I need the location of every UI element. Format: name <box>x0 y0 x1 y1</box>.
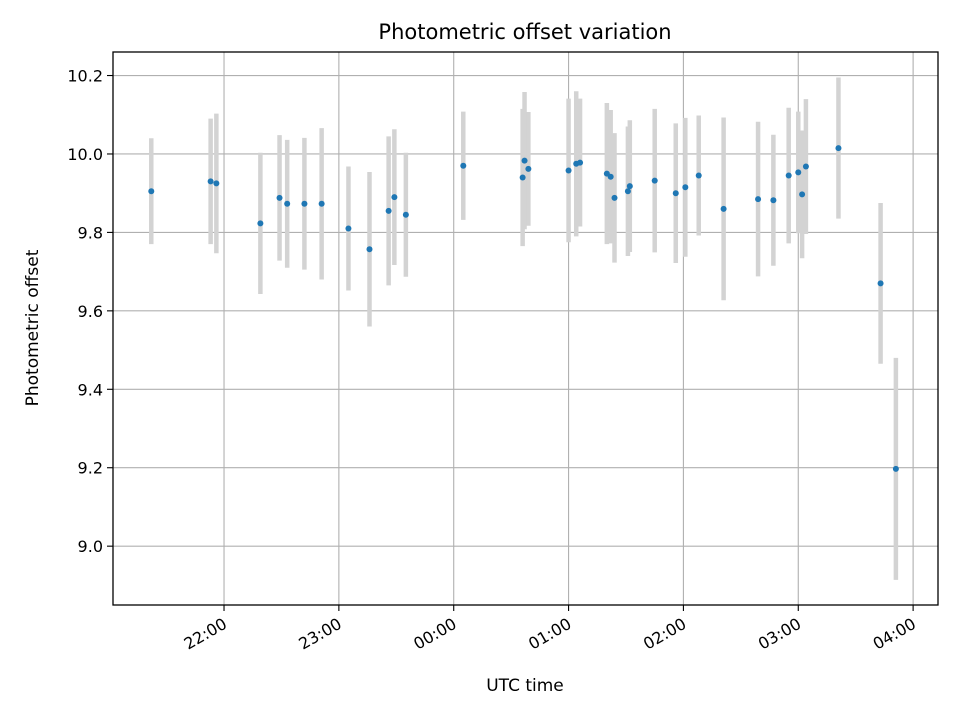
errorbars <box>149 77 899 580</box>
data-point <box>611 194 618 201</box>
x-tick-label: 01:00 <box>525 614 574 654</box>
y-tick-label: 9.0 <box>78 537 103 556</box>
x-tick-label: 04:00 <box>870 614 919 654</box>
y-tick-label: 10.0 <box>67 145 103 164</box>
y-tick-label: 9.8 <box>78 223 103 242</box>
data-point <box>626 183 633 190</box>
data-point <box>802 163 809 170</box>
data-point <box>785 172 792 179</box>
y-tick-label: 9.6 <box>78 302 103 321</box>
data-point <box>624 188 631 195</box>
y-tick-label: 9.2 <box>78 459 103 478</box>
data-point <box>366 246 373 253</box>
data-point <box>276 194 283 201</box>
x-tick-label: 22:00 <box>181 614 230 654</box>
x-tick-label: 00:00 <box>410 614 459 654</box>
x-tick-label: 23:00 <box>295 614 344 654</box>
x-axis-label: UTC time <box>486 676 564 696</box>
data-point <box>651 177 658 184</box>
data-point <box>720 205 727 212</box>
data-point <box>565 167 572 174</box>
data-point <box>795 169 802 176</box>
data-point <box>519 174 526 181</box>
y-tick-label: 9.4 <box>78 380 103 399</box>
ticks: 22:00 23:00 00:00 01:00 02:00 03:00 04:00 9.0 9.… <box>67 67 919 654</box>
data-point <box>391 194 398 201</box>
plot-frame <box>112 51 939 606</box>
data-point <box>607 173 614 180</box>
data-point <box>402 211 409 218</box>
data-point <box>148 188 155 195</box>
data-point <box>318 200 325 207</box>
data-point <box>257 220 264 227</box>
data-point <box>877 280 884 287</box>
y-axis-label: Photometric offset <box>23 249 43 406</box>
data-point <box>284 200 291 207</box>
data-point <box>525 165 532 172</box>
x-tick-label: 02:00 <box>640 614 689 654</box>
data-point <box>755 196 762 203</box>
data-point <box>892 465 899 472</box>
data-point <box>835 145 842 152</box>
data-point <box>301 200 308 207</box>
data-point <box>213 180 220 187</box>
data-point <box>345 225 352 232</box>
y-tick-label: 10.2 <box>67 67 103 86</box>
data-point <box>682 184 689 191</box>
data-point <box>521 157 528 164</box>
data-point <box>672 190 679 197</box>
data-points <box>148 145 899 472</box>
chart-title: Photometric offset variation <box>378 20 671 44</box>
data-point <box>695 172 702 179</box>
data-point <box>770 197 777 204</box>
data-point <box>207 178 214 185</box>
data-point <box>460 162 467 169</box>
data-point <box>799 191 806 198</box>
data-point <box>577 159 584 166</box>
x-tick-label: 03:00 <box>755 614 804 654</box>
data-point <box>385 207 392 214</box>
